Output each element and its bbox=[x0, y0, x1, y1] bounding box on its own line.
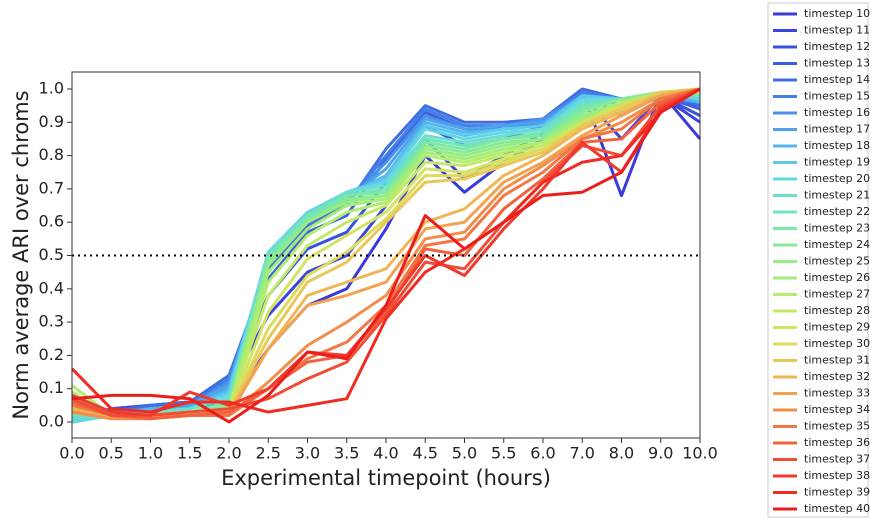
series-line bbox=[71, 87, 701, 421]
x-tick-label: 2.5 bbox=[256, 444, 281, 463]
series-line bbox=[71, 87, 701, 417]
series-line bbox=[71, 94, 701, 424]
legend-label: timestep 11 bbox=[804, 24, 870, 37]
series-line bbox=[71, 87, 701, 424]
series-line bbox=[70, 87, 701, 414]
legend-label: timestep 28 bbox=[804, 304, 870, 317]
x-tick-label: 1.5 bbox=[177, 444, 202, 463]
legend-label: timestep 13 bbox=[804, 57, 870, 70]
series-line bbox=[71, 87, 701, 424]
series-line bbox=[71, 94, 701, 421]
legend-label: timestep 33 bbox=[804, 387, 870, 400]
y-tick-label: 0.6 bbox=[39, 212, 64, 231]
x-tick-label: 5.0 bbox=[452, 444, 477, 463]
legend-label: timestep 15 bbox=[804, 90, 870, 103]
y-tick-label: 1.0 bbox=[39, 78, 64, 97]
x-tick-label: 4.5 bbox=[413, 444, 438, 463]
series-line bbox=[71, 87, 701, 421]
x-tick-label: 7.0 bbox=[570, 444, 595, 463]
x-tick-label: 10.0 bbox=[682, 444, 718, 463]
legend-label: timestep 32 bbox=[804, 370, 870, 383]
series-line bbox=[71, 87, 701, 421]
legend-label: timestep 20 bbox=[804, 172, 870, 185]
plot-frame bbox=[71, 71, 701, 439]
y-tick-label: 0.0 bbox=[39, 412, 64, 431]
x-tick-label: 0.5 bbox=[99, 444, 124, 463]
x-tick-label: 1.0 bbox=[138, 444, 163, 463]
legend-label: timestep 16 bbox=[804, 106, 870, 119]
legend-label: timestep 10 bbox=[804, 7, 870, 20]
legend-label: timestep 22 bbox=[804, 205, 870, 218]
y-axis-label: Norm average ARI over chroms bbox=[9, 90, 33, 419]
legend-label: timestep 30 bbox=[804, 337, 870, 350]
x-tick-label: 8.0 bbox=[609, 444, 634, 463]
legend-label: timestep 25 bbox=[804, 255, 870, 268]
x-tick-label: 3.0 bbox=[295, 444, 320, 463]
legend-label: timestep 40 bbox=[804, 502, 870, 515]
x-tick-label: 2.0 bbox=[216, 444, 241, 463]
series-line bbox=[71, 87, 701, 421]
x-tick-label: 9.0 bbox=[648, 444, 673, 463]
y-tick-label: 0.5 bbox=[39, 245, 64, 264]
legend-label: timestep 12 bbox=[804, 40, 870, 53]
x-tick-label: 5.5 bbox=[491, 444, 516, 463]
legend-label: timestep 14 bbox=[804, 73, 870, 86]
x-tick-label: 6.0 bbox=[530, 444, 555, 463]
y-tick-label: 0.7 bbox=[39, 178, 64, 197]
legend-label: timestep 38 bbox=[804, 469, 870, 482]
legend-label: timestep 18 bbox=[804, 139, 870, 152]
y-tick-label: 0.3 bbox=[39, 312, 64, 331]
legend-label: timestep 36 bbox=[804, 436, 870, 449]
series-line bbox=[71, 87, 701, 421]
series-line bbox=[71, 87, 701, 417]
y-tick-label: 0.8 bbox=[39, 145, 64, 164]
legend-label: timestep 37 bbox=[804, 453, 870, 466]
series-line bbox=[71, 94, 701, 424]
legend-label: timestep 35 bbox=[804, 420, 870, 433]
legend-label: timestep 19 bbox=[804, 156, 870, 169]
series-line bbox=[71, 90, 701, 421]
series-line bbox=[71, 87, 701, 421]
x-tick-label: 4.0 bbox=[373, 444, 398, 463]
series-line bbox=[71, 87, 701, 417]
x-axis-label: Experimental timepoint (hours) bbox=[221, 466, 551, 490]
x-tick-label: 3.5 bbox=[334, 444, 359, 463]
legend-label: timestep 26 bbox=[804, 271, 870, 284]
legend-label: timestep 21 bbox=[804, 189, 870, 202]
y-tick-label: 0.1 bbox=[39, 378, 64, 397]
y-tick-label: 0.4 bbox=[39, 278, 64, 297]
legend-label: timestep 29 bbox=[804, 321, 870, 334]
legend-label: timestep 34 bbox=[804, 403, 870, 416]
legend-label: timestep 24 bbox=[804, 238, 870, 251]
legend-label: timestep 23 bbox=[804, 222, 870, 235]
legend-label: timestep 17 bbox=[804, 123, 870, 136]
legend-label: timestep 31 bbox=[804, 354, 870, 367]
y-tick-label: 0.2 bbox=[39, 345, 64, 364]
series-line bbox=[71, 87, 701, 421]
x-tick-label: 0.0 bbox=[59, 444, 84, 463]
y-tick-label: 0.9 bbox=[39, 112, 64, 131]
legend-label: timestep 39 bbox=[804, 486, 870, 499]
legend-label: timestep 27 bbox=[804, 288, 870, 301]
